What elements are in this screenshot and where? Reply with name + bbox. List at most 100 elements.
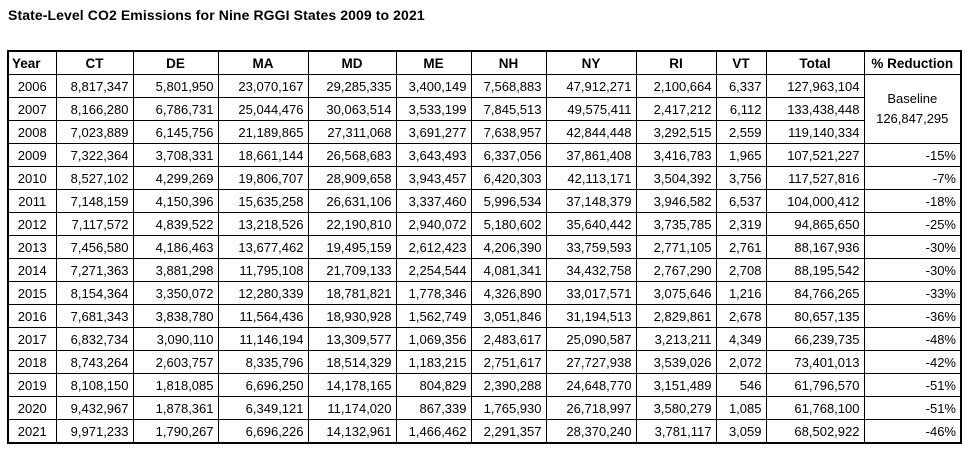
- baseline-label: Baseline: [887, 91, 938, 106]
- cell-ct: 7,148,159: [55, 189, 134, 213]
- cell-de: 5,801,950: [132, 74, 219, 98]
- cell-ct: 7,322,364: [55, 143, 134, 167]
- table-row-2021: 2021 9,971,233 1,790,267 6,696,226 14,132,96…: [7, 419, 962, 444]
- table-row-2017: 2017 6,832,734 3,090,110 11,146,194 13,309,5…: [7, 327, 962, 351]
- cell-ri: 3,213,211: [635, 327, 717, 351]
- cell-reduction: -15%: [863, 143, 962, 167]
- cell-ma: 18,661,144: [217, 143, 309, 167]
- cell-md: 28,909,658: [307, 166, 397, 190]
- table-row-2020: 2020 9,432,967 1,878,361 6,349,121 11,174,02…: [7, 396, 962, 420]
- cell-ri: 3,580,279: [635, 396, 717, 420]
- cell-md: 18,514,329: [307, 350, 397, 374]
- cell-year: 2010: [7, 166, 57, 190]
- cell-total: 94,865,650: [765, 212, 865, 236]
- header-cell-ct: CT: [55, 50, 134, 75]
- cell-vt: 1,216: [715, 281, 767, 305]
- cell-ri: 2,100,664: [635, 74, 717, 98]
- cell-ri: 2,417,212: [635, 97, 717, 121]
- cell-reduction: -36%: [863, 304, 962, 328]
- cell-total: 104,000,412: [765, 189, 865, 213]
- cell-year: 2017: [7, 327, 57, 351]
- cell-ny: 24,648,770: [545, 373, 637, 397]
- cell-nh: 3,051,846: [470, 304, 547, 328]
- cell-total: 80,657,135: [765, 304, 865, 328]
- cell-ma: 6,696,250: [217, 373, 309, 397]
- cell-de: 3,881,298: [132, 258, 219, 282]
- cell-me: 804,829: [395, 373, 472, 397]
- table-row-2014: 2014 7,271,363 3,881,298 11,795,108 21,709,1…: [7, 258, 962, 282]
- cell-ri: 3,735,785: [635, 212, 717, 236]
- cell-total: 88,167,936: [765, 235, 865, 259]
- cell-me: 867,339: [395, 396, 472, 420]
- cell-reduction: -51%: [863, 396, 962, 420]
- cell-year: 2018: [7, 350, 57, 374]
- cell-ny: 25,090,587: [545, 327, 637, 351]
- cell-de: 4,150,396: [132, 189, 219, 213]
- cell-ma: 25,044,476: [217, 97, 309, 121]
- cell-reduction: -46%: [863, 419, 962, 444]
- cell-ct: 8,817,347: [55, 74, 134, 98]
- cell-reduction: -30%: [863, 235, 962, 259]
- baseline-cell: Baseline 126,847,295: [863, 74, 962, 144]
- cell-total: 73,401,013: [765, 350, 865, 374]
- header-cell-ma: MA: [217, 50, 309, 75]
- header-cell-de: DE: [132, 50, 219, 75]
- cell-me: 1,069,356: [395, 327, 472, 351]
- cell-reduction: -51%: [863, 373, 962, 397]
- cell-de: 2,603,757: [132, 350, 219, 374]
- cell-vt: 1,965: [715, 143, 767, 167]
- cell-nh: 4,326,890: [470, 281, 547, 305]
- cell-ma: 13,218,526: [217, 212, 309, 236]
- cell-ct: 8,108,150: [55, 373, 134, 397]
- cell-reduction: -33%: [863, 281, 962, 305]
- header-row: Year CT DE MA MD ME NH NY RI VT Total% Reduction: [7, 50, 962, 75]
- table-row-2009: 2009 7,322,364 3,708,331 18,661,144 26,568,6…: [7, 143, 962, 167]
- cell-ct: 7,271,363: [55, 258, 134, 282]
- cell-ny: 35,640,442: [545, 212, 637, 236]
- cell-ct: 7,456,580: [55, 235, 134, 259]
- cell-vt: 3,059: [715, 419, 767, 444]
- cell-me: 3,337,460: [395, 189, 472, 213]
- cell-year: 2016: [7, 304, 57, 328]
- cell-ri: 3,416,783: [635, 143, 717, 167]
- cell-md: 13,309,577: [307, 327, 397, 351]
- cell-total: 66,239,735: [765, 327, 865, 351]
- cell-ri: 2,829,861: [635, 304, 717, 328]
- cell-total: 117,527,816: [765, 166, 865, 190]
- cell-nh: 5,180,602: [470, 212, 547, 236]
- cell-nh: 7,638,957: [470, 120, 547, 144]
- cell-ct: 8,527,102: [55, 166, 134, 190]
- cell-ma: 21,189,865: [217, 120, 309, 144]
- cell-md: 19,495,159: [307, 235, 397, 259]
- cell-de: 4,186,463: [132, 235, 219, 259]
- cell-reduction: -7%: [863, 166, 962, 190]
- cell-ri: 3,539,026: [635, 350, 717, 374]
- cell-vt: 2,678: [715, 304, 767, 328]
- cell-ny: 26,718,997: [545, 396, 637, 420]
- cell-reduction: -42%: [863, 350, 962, 374]
- cell-ny: 42,844,448: [545, 120, 637, 144]
- cell-year: 2021: [7, 419, 57, 444]
- header-cell-ny: NY: [545, 50, 637, 75]
- cell-vt: 2,319: [715, 212, 767, 236]
- cell-vt: 3,756: [715, 166, 767, 190]
- table-row-2007: 2007 8,166,280 6,786,731 25,044,476 30,063,5…: [7, 97, 961, 121]
- cell-ny: 28,370,240: [545, 419, 637, 444]
- cell-me: 1,562,749: [395, 304, 472, 328]
- cell-ma: 19,806,707: [217, 166, 309, 190]
- cell-vt: 4,349: [715, 327, 767, 351]
- cell-total: 88,195,542: [765, 258, 865, 282]
- cell-me: 3,533,199: [395, 97, 472, 121]
- cell-vt: 2,761: [715, 235, 767, 259]
- cell-year: 2014: [7, 258, 57, 282]
- table-row-2016: 2016 7,681,343 3,838,780 11,564,436 18,930,9…: [7, 304, 962, 328]
- cell-me: 3,943,457: [395, 166, 472, 190]
- cell-year: 2019: [7, 373, 57, 397]
- cell-reduction: -25%: [863, 212, 962, 236]
- cell-vt: 2,559: [715, 120, 767, 144]
- cell-de: 1,878,361: [132, 396, 219, 420]
- table-row-2013: 2013 7,456,580 4,186,463 13,677,462 19,495,1…: [7, 235, 962, 259]
- cell-year: 2012: [7, 212, 57, 236]
- cell-md: 14,132,961: [307, 419, 397, 444]
- cell-de: 4,299,269: [132, 166, 219, 190]
